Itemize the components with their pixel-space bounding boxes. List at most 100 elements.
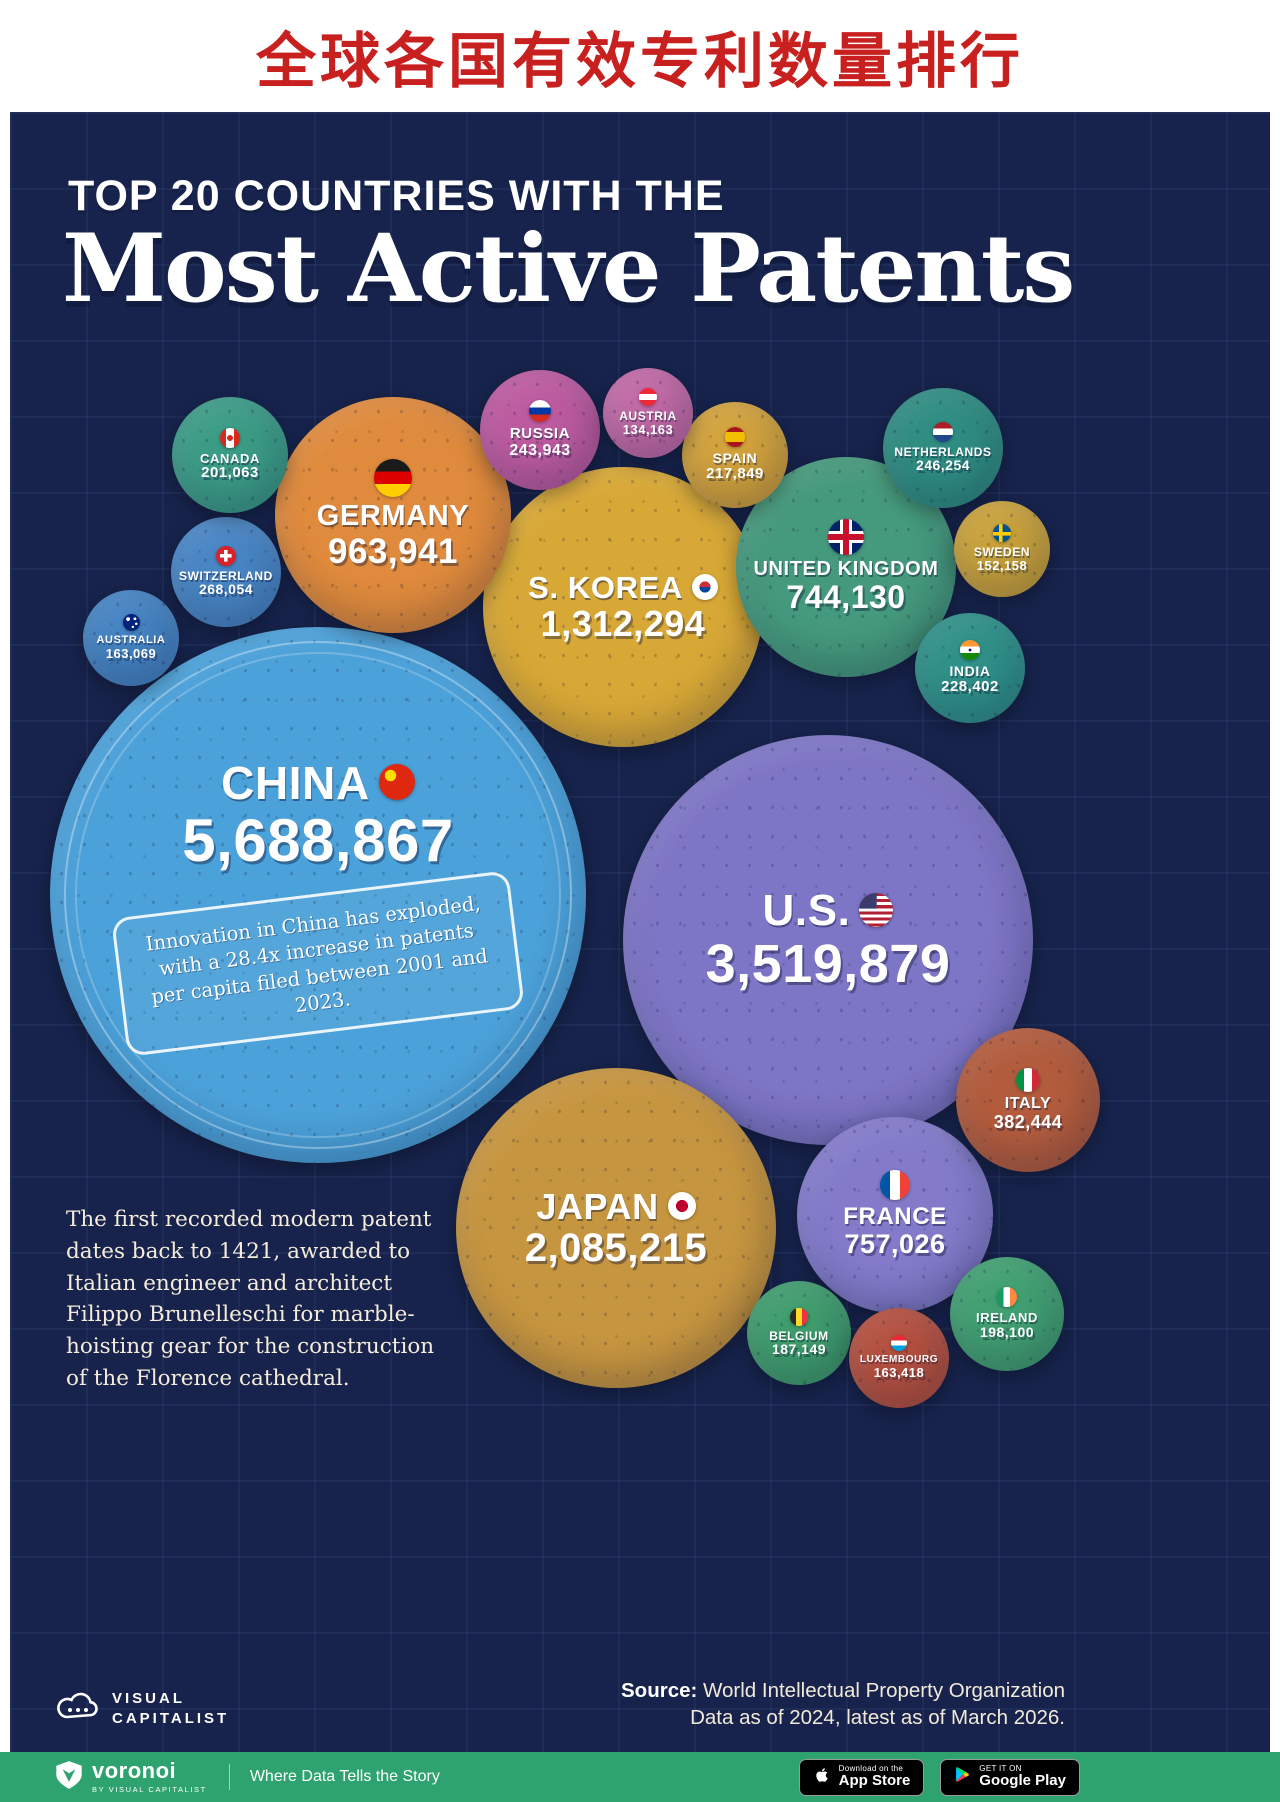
bubble-uk: UNITED KINGDOM 744,130 <box>736 457 956 677</box>
tagline: Where Data Tells the Story <box>249 1768 440 1785</box>
country-name: JAPAN <box>536 1187 696 1226</box>
ireland-flag-icon <box>997 1287 1017 1308</box>
us-flag-icon <box>859 892 894 927</box>
country-value: 198,100 <box>979 1323 1035 1340</box>
bubble-skorea: S. KOREA 1,312,294 <box>483 467 763 747</box>
app-store-badge-small-text: Download on the <box>838 1764 904 1774</box>
voronoi-subtitle: BY VISUAL CAPITALIST <box>92 1785 207 1794</box>
netherlands-flag-icon <box>933 421 953 442</box>
belgium-flag-icon <box>790 1307 808 1326</box>
germany-flag-icon <box>374 459 412 498</box>
country-name: SWEDEN <box>973 545 1031 560</box>
country-name: AUSTRALIA <box>96 634 166 647</box>
voronoi-logo: voronoi BY VISUAL CAPITALIST <box>55 1760 207 1795</box>
visual-capitalist-logo: VISUAL CAPITALIST <box>55 1689 229 1728</box>
skorea-flag-icon <box>691 573 718 600</box>
bubble-russia: RUSSIA 243,943 <box>480 370 600 490</box>
country-value: 134,163 <box>622 422 674 438</box>
cn-banner: 全球各国有效专利数量排行 <box>0 0 1280 112</box>
luxembourg-flag-icon <box>891 1335 907 1352</box>
country-name: BELGIUM <box>769 1328 829 1343</box>
country-name: U.S. <box>763 887 894 934</box>
bubble-chart: CHINA 5,688,867 Innovation in China has ex… <box>10 112 1270 1752</box>
china-flag-icon <box>378 763 415 800</box>
cn-banner-title: 全球各国有效专利数量排行 <box>256 26 1024 97</box>
bubble-canada: CANADA 201,063 <box>172 397 288 513</box>
footnote: The first recorded modern patent dates b… <box>66 1207 435 1392</box>
spain-flag-icon <box>725 427 745 448</box>
country-name: SWITZERLAND <box>179 568 273 583</box>
bubble-ireland: IRELAND 198,100 <box>950 1257 1064 1371</box>
app-store-badge[interactable]: Download on the App Store <box>798 1758 925 1796</box>
google-play-icon <box>954 1765 971 1789</box>
country-name: LUXEMBOURG <box>859 1354 939 1366</box>
vc-line2: CAPITALIST <box>112 1709 230 1727</box>
country-name: CANADA <box>200 450 260 466</box>
italy-flag-icon <box>1016 1067 1040 1092</box>
country-value: 187,149 <box>771 1341 827 1358</box>
bubble-us: U.S. 3,519,879 <box>623 735 1033 1145</box>
country-value: 217,849 <box>706 464 764 482</box>
country-value: 163,069 <box>105 646 157 661</box>
bubble-germany: GERMANY 963,941 <box>275 397 511 633</box>
country-name: INDIA <box>949 663 991 680</box>
voronoi-shield-icon <box>55 1760 83 1795</box>
google-play-badge-big-text: Google Play <box>979 1772 1066 1790</box>
country-value: 3,519,879 <box>705 933 951 994</box>
bubble-sweden: SWEDEN 152,158 <box>954 501 1050 597</box>
google-play-badge[interactable]: GET IT ON Google Play <box>940 1758 1080 1796</box>
bubble-luxembourg: LUXEMBOURG 163,418 <box>849 1308 949 1408</box>
store-badges: Download on the App Store GET IT ON Goog… <box>798 1758 1080 1796</box>
country-value: 246,254 <box>915 457 971 474</box>
bubble-japan: JAPAN 2,085,215 <box>456 1068 776 1388</box>
visual-capitalist-wordmark: VISUAL CAPITALIST <box>112 1689 229 1728</box>
country-name: CHINA <box>221 758 415 807</box>
infographic-poster: TOP 20 COUNTRIES WITH THE Most Active Pa… <box>10 112 1270 1752</box>
country-value: 268,054 <box>198 581 254 598</box>
country-value: 5,688,867 <box>182 806 454 874</box>
google-play-badge-small-text: GET IT ON <box>979 1764 1022 1774</box>
country-value: 152,158 <box>976 558 1028 574</box>
country-name: RUSSIA <box>509 425 571 443</box>
australia-flag-icon <box>122 614 140 632</box>
page-title: Most Active Patents <box>62 214 1075 324</box>
country-name: NETHERLANDS <box>894 444 992 459</box>
bubble-belgium: BELGIUM 187,149 <box>747 1281 851 1385</box>
source-label: Source: <box>621 1678 698 1702</box>
country-value: 757,026 <box>844 1229 946 1260</box>
country-name: FRANCE <box>843 1203 947 1231</box>
japan-flag-icon <box>667 1191 696 1220</box>
uk-flag-icon <box>828 518 864 555</box>
austria-flag-icon <box>639 388 657 407</box>
divider <box>228 1764 230 1790</box>
bubble-india: INDIA 228,402 <box>915 613 1025 723</box>
source-org: World Intellectual Property Organization <box>703 1678 1065 1702</box>
canada-flag-icon <box>220 427 240 448</box>
kicker: TOP 20 COUNTRIES WITH THE <box>68 172 725 220</box>
country-name: S. KOREA <box>528 571 718 605</box>
switzerland-flag-icon <box>216 545 236 566</box>
app-store-badge-big-text: App Store <box>838 1772 911 1790</box>
source-date: Data as of 2024, latest as of March 2026… <box>690 1706 1065 1730</box>
france-flag-icon <box>880 1170 910 1201</box>
country-name: IRELAND <box>976 1310 1038 1326</box>
country-value: 1,312,294 <box>540 603 706 645</box>
apple-icon <box>813 1765 831 1790</box>
country-value: 228,402 <box>941 677 999 695</box>
bubble-switzerland: SWITZERLAND 268,054 <box>171 517 281 627</box>
country-value: 243,943 <box>509 441 571 459</box>
voronoi-wordmark: voronoi <box>92 1758 177 1783</box>
vc-line1: VISUAL <box>112 1690 186 1707</box>
country-name: AUSTRIA <box>619 409 677 424</box>
country-value: 744,130 <box>786 578 906 615</box>
country-value: 963,941 <box>327 531 459 571</box>
bubble-austria: AUSTRIA 134,163 <box>603 368 693 458</box>
cloud-logo-icon <box>55 1690 101 1727</box>
source-note: Source: World Intellectual Property Orga… <box>621 1677 1065 1732</box>
india-flag-icon <box>960 640 980 661</box>
bubble-australia: AUSTRALIA 163,069 <box>83 590 179 686</box>
russia-flag-icon <box>529 400 551 423</box>
bubble-netherlands: NETHERLANDS 246,254 <box>883 388 1003 508</box>
bubble-spain: SPAIN 217,849 <box>682 402 788 508</box>
country-value: 2,085,215 <box>524 1225 708 1270</box>
